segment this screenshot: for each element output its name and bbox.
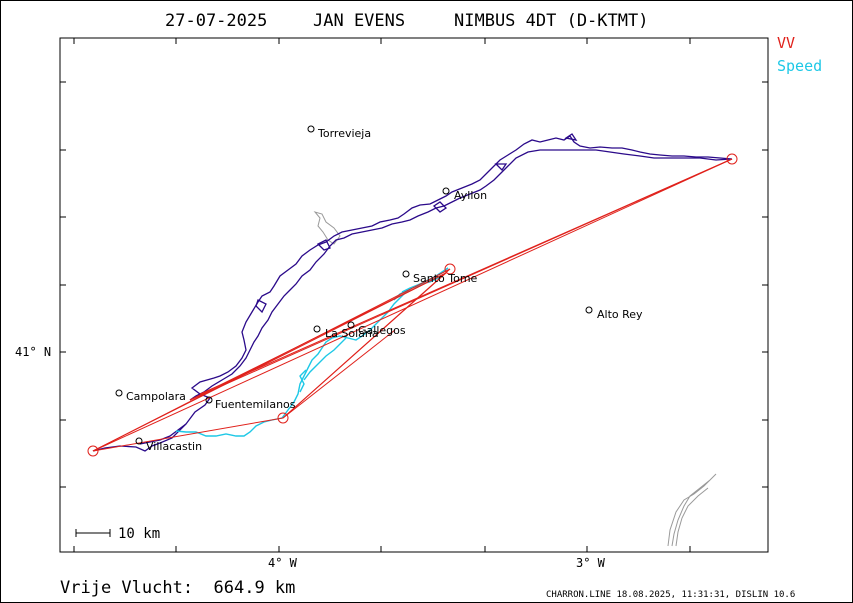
title-pilot: JAN EVENS bbox=[313, 11, 405, 31]
place-marker-la-solana bbox=[313, 325, 321, 333]
place-marker-ayllon bbox=[442, 187, 450, 195]
place-marker-villacastin bbox=[135, 437, 143, 445]
turnpoint-start bbox=[87, 445, 99, 457]
legend-speed: Speed bbox=[777, 57, 822, 75]
place-label-villacastin: Villacastin bbox=[146, 440, 202, 453]
place-labels: Torrevieja Ayllon Santo Tome Alto Rey La… bbox=[126, 127, 643, 453]
distance-text: Vrije Vlucht: 664.9 km bbox=[60, 578, 295, 598]
lon-label-4w: 4° W bbox=[268, 556, 298, 570]
place-marker-alto-rey bbox=[585, 306, 593, 314]
place-marker-gallegos bbox=[347, 321, 355, 329]
turnpoint-markers bbox=[87, 153, 738, 457]
task-lines bbox=[92, 158, 733, 452]
place-label-alto-rey: Alto Rey bbox=[597, 308, 643, 321]
credit-text: CHARRON.LINE 18.08.2025, 11:31:31, DISLI… bbox=[546, 590, 795, 600]
plot-area bbox=[59, 37, 769, 553]
axis-ticks bbox=[60, 38, 768, 552]
scale-bar bbox=[75, 529, 111, 537]
place-label-ayllon: Ayllon bbox=[454, 189, 487, 202]
scale-bar-label: 10 km bbox=[118, 526, 160, 542]
legend-vv: VV bbox=[777, 34, 795, 52]
place-label-campolara: Campolara bbox=[126, 390, 186, 403]
place-label-torrevieja: Torrevieja bbox=[317, 127, 371, 140]
place-label-santo-tome: Santo Tome bbox=[413, 272, 478, 285]
water-outlines bbox=[313, 211, 717, 547]
turnpoint-south bbox=[277, 412, 289, 424]
turnpoint-east bbox=[726, 153, 738, 165]
place-label-la-solana: La Solana bbox=[325, 327, 379, 340]
lon-label-3w: 3° W bbox=[576, 556, 606, 570]
title-date: 27-07-2025 bbox=[165, 11, 267, 31]
place-marker-torrevieja bbox=[307, 125, 315, 133]
place-markers bbox=[115, 125, 593, 445]
lat-label: 41° N bbox=[15, 345, 51, 359]
place-marker-santo-tome bbox=[402, 270, 410, 278]
title-glider: NIMBUS 4DT (D-KTMT) bbox=[454, 11, 648, 31]
flight-track bbox=[92, 133, 733, 452]
turnpoint-santo-tome bbox=[444, 263, 456, 275]
place-marker-fuentemilanos bbox=[205, 396, 213, 404]
place-label-gallegos: Gallegos bbox=[358, 324, 406, 337]
place-label-fuentemilanos: Fuentemilanos bbox=[215, 398, 296, 411]
place-marker-campolara bbox=[115, 389, 123, 397]
